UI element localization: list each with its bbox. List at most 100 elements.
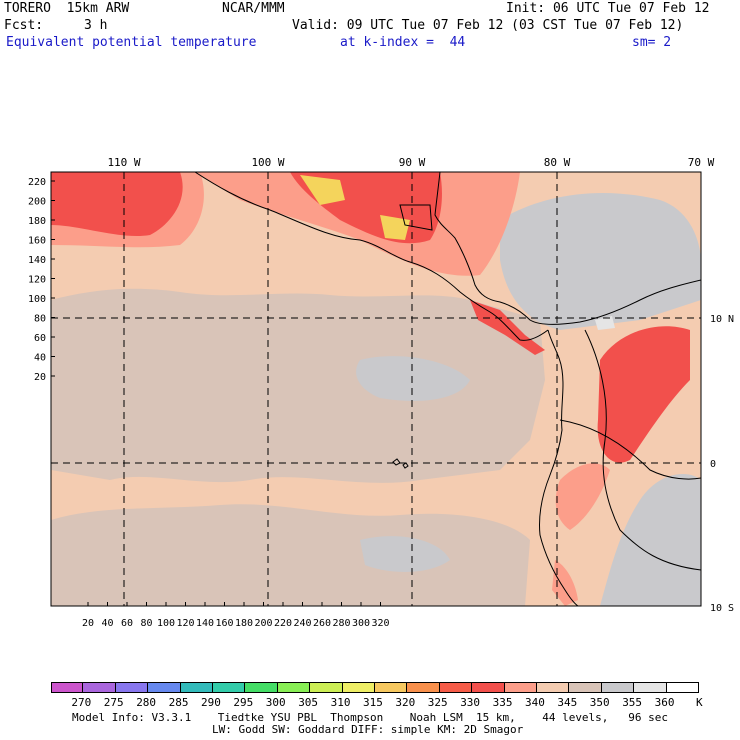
y-tick-label: 220 [28, 177, 46, 188]
lon-label: 90 W [399, 156, 426, 169]
x-tick-label: 20 [82, 618, 94, 629]
south-america-west-coast [539, 329, 579, 606]
lat-label: 10 S [710, 603, 734, 614]
lat-label: 10 N [710, 314, 734, 325]
field-warm-peru [552, 560, 578, 606]
colorbar-label: 345 [557, 696, 578, 709]
colorbar-label: 310 [330, 696, 351, 709]
x-tick-label: 120 [176, 618, 194, 629]
map-frame [50, 171, 702, 607]
colorbar-label: 295 [233, 696, 254, 709]
field-grey-ocean [51, 288, 545, 483]
x-tick-label: 60 [121, 618, 133, 629]
yucatan-border [399, 204, 433, 231]
y-tick-label: 40 [34, 353, 46, 364]
y-tick-label: 200 [28, 197, 46, 208]
x-tick-label: 180 [235, 618, 253, 629]
border-line [559, 419, 701, 480]
colorbar-label: 305 [298, 696, 319, 709]
x-tick-label: 280 [332, 618, 350, 629]
colorbar-label: 275 [103, 696, 124, 709]
y-tick-label: 80 [34, 314, 46, 325]
field-grey-ocean-south [51, 504, 530, 606]
y-tick-label: 60 [34, 333, 46, 344]
colorbar-swatch [310, 682, 343, 693]
top-longitude-labels: 110 W 100 W 90 W 80 W 70 W [107, 156, 714, 169]
lon-label: 100 W [251, 156, 284, 169]
field-grey-caribbean [500, 192, 701, 330]
forecast-hour: 3 h [84, 18, 108, 33]
field-name: Equivalent potential temperature [6, 35, 257, 50]
x-tick-label: 140 [196, 618, 214, 629]
colorbar-label: 330 [460, 696, 481, 709]
colorbar-label: 320 [395, 696, 416, 709]
y-tick-label: 180 [28, 216, 46, 227]
x-tick-label: 40 [101, 618, 113, 629]
colorbar-swatch [115, 682, 149, 693]
y-tick-label: 160 [28, 236, 46, 247]
x-tick-label: 300 [352, 618, 370, 629]
lon-label: 110 W [107, 156, 140, 169]
colorbar-swatch [439, 682, 473, 693]
model-info-line: Model Info: V3.3.1 Tiedtke YSU PBL Thomp… [72, 711, 669, 724]
physics-info-line: LW: Godd SW: Goddard DIFF: simple KM: 2D… [212, 723, 524, 736]
colorbar-swatch [180, 682, 213, 693]
colorbar-swatch [51, 682, 84, 693]
y-axis-ticks: 220 200 180 160 140 120 100 80 60 40 20 [28, 177, 55, 383]
colorbar-swatch [83, 682, 116, 693]
central-america-caribbean-coast [434, 172, 701, 325]
colorbar-label: 285 [168, 696, 189, 709]
x-tick-label: 160 [215, 618, 233, 629]
x-tick-label: 220 [274, 618, 292, 629]
field-grey-pacific-south [360, 536, 450, 572]
init-time: Init: 06 UTC Tue 07 Feb 12 [506, 1, 710, 16]
field-yellow-peaks [300, 175, 410, 240]
y-tick-label: 140 [28, 255, 46, 266]
x-tick-label: 100 [157, 618, 175, 629]
x-axis-ticks: 20 40 60 80 100 120 140 160 180 200 220 240 260 280 30… [82, 602, 390, 629]
x-tick-label: 80 [140, 618, 152, 629]
colorbar-unit: K [696, 696, 703, 709]
x-tick-label: 320 [371, 618, 389, 629]
right-latitude-labels: 10 N 0 10 S [710, 314, 734, 614]
colorbar-swatch [342, 682, 375, 693]
field-pale-patch [595, 316, 615, 330]
level-label: at k-index = 44 [340, 35, 466, 50]
colorbar-label: 300 [265, 696, 286, 709]
x-tick-label: 200 [254, 618, 272, 629]
colorbar-label: 270 [71, 696, 92, 709]
forecast-label: Fcst: [4, 18, 44, 33]
colorbar-label: 280 [136, 696, 157, 709]
colorbar-label: 360 [654, 696, 675, 709]
colorbar-swatch [537, 682, 570, 693]
colorbar-swatch [569, 682, 602, 693]
colorbar-swatch [213, 682, 246, 693]
lon-label: 80 W [544, 156, 571, 169]
field-warm-andes-south [555, 463, 610, 530]
colorbar-swatch [634, 682, 667, 693]
shaded-field [51, 172, 701, 606]
y-tick-label: 100 [28, 294, 46, 305]
colorbar-label: 325 [427, 696, 448, 709]
x-tick-label: 240 [293, 618, 311, 629]
y-tick-label: 120 [28, 275, 46, 286]
lon-label: 70 W [688, 156, 715, 169]
andes-border [584, 329, 701, 571]
smoothing-label: sm= 2 [632, 35, 672, 50]
field-grey-pacific-center [356, 356, 470, 401]
colorbar-swatch [601, 682, 635, 693]
graticule [51, 172, 701, 606]
colorbar-label: 335 [492, 696, 513, 709]
colorbar-label: 355 [622, 696, 643, 709]
colorbar-swatch [504, 682, 537, 693]
colorbar-swatch [375, 682, 408, 693]
field-warm-andes [597, 326, 690, 463]
colorbar-swatch [407, 682, 440, 693]
mexico-coastline [194, 172, 549, 341]
center-label: NCAR/MMM [222, 1, 285, 16]
colorbar-swatch [666, 682, 699, 693]
colorbar-label: 290 [201, 696, 221, 709]
x-tick-label: 260 [313, 618, 331, 629]
colorbar-label: 340 [525, 696, 545, 709]
